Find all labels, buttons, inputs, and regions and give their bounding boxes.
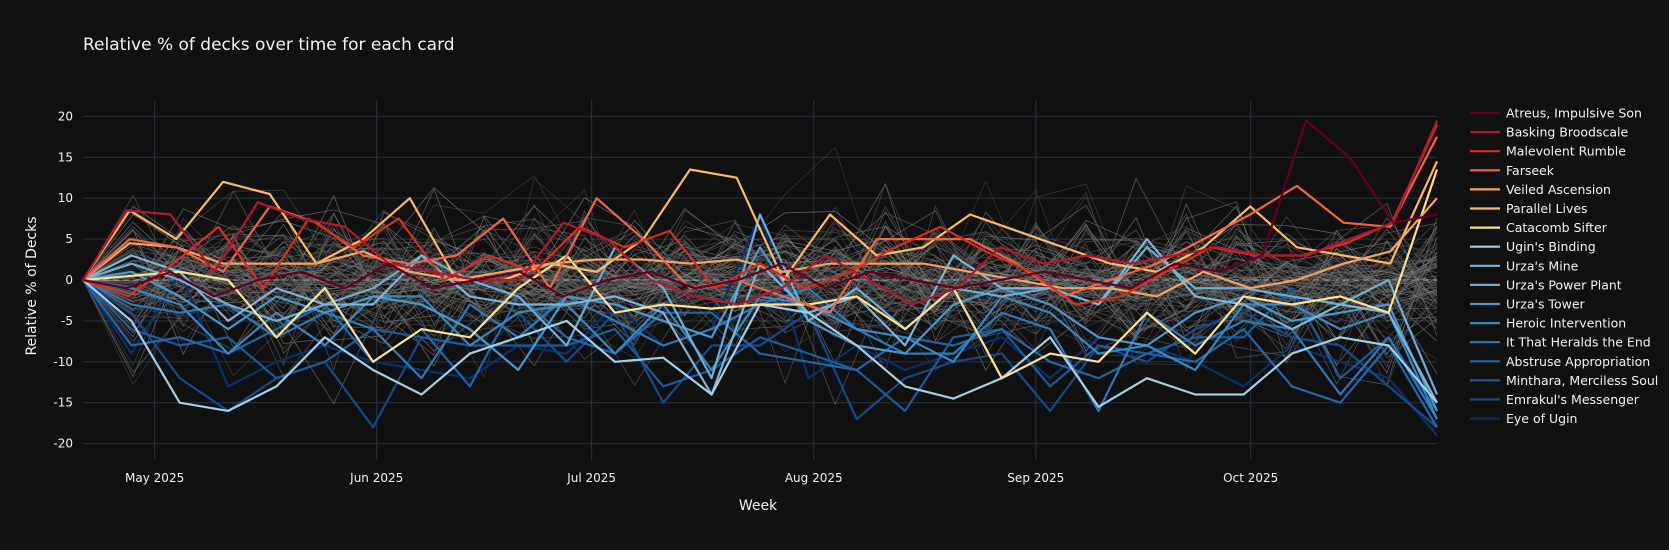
- x-axis-ticks: May 2025 Jun 2025 Jul 2025 Aug 2025 Sep 2025…: [125, 471, 1278, 485]
- background-series-line: [82, 228, 1438, 350]
- legend-item[interactable]: Urza's Tower: [1470, 297, 1586, 312]
- background-series-line: [82, 236, 1438, 340]
- background-series-line: [82, 215, 1438, 373]
- legend-label: Abstruse Appropriation: [1506, 354, 1650, 369]
- legend-label: Malevolent Rumble: [1506, 144, 1626, 159]
- x-axis-title: Week: [739, 498, 778, 514]
- y-tick-label: 10: [58, 191, 73, 205]
- background-series-line: [82, 194, 1438, 357]
- legend-label: Emrakul's Messenger: [1506, 392, 1640, 407]
- series-line-malevolent-rumble[interactable]: [82, 124, 1438, 306]
- y-tick-label: -5: [61, 314, 73, 328]
- series-line-abstruse-appropriation[interactable]: [82, 279, 1438, 428]
- legend-item[interactable]: Eye of Ugin: [1470, 411, 1577, 426]
- series-line-parallel-lives[interactable]: [82, 160, 1439, 282]
- legend-item[interactable]: Farseek: [1470, 163, 1555, 178]
- series-line-basking-broodscale[interactable]: [82, 120, 1439, 306]
- background-series-line: [82, 234, 1438, 385]
- legend-label: Catacomb Sifter: [1506, 220, 1608, 235]
- y-tick-label: 0: [65, 273, 73, 287]
- legend-item[interactable]: Emrakul's Messenger: [1470, 392, 1640, 407]
- background-series-line: [82, 209, 1438, 352]
- y-axis-title: Relative % of Decks: [24, 216, 40, 355]
- legend-item[interactable]: Veiled Ascension: [1470, 182, 1611, 197]
- legend-label: It That Heralds the End: [1506, 335, 1651, 350]
- legend-item[interactable]: Minthara, Merciless Soul: [1470, 373, 1658, 388]
- legend-label: Atreus, Impulsive Son: [1506, 106, 1642, 121]
- legend-item[interactable]: Basking Broodscale: [1470, 125, 1628, 140]
- series-lines: [82, 119, 1439, 437]
- legend-label: Urza's Tower: [1506, 297, 1586, 312]
- legend-label: Minthara, Merciless Soul: [1506, 373, 1658, 388]
- legend-item[interactable]: Heroic Intervention: [1470, 316, 1626, 331]
- legend-label: Parallel Lives: [1506, 201, 1588, 216]
- legend[interactable]: Atreus, Impulsive Son Basking Broodscale M…: [1470, 106, 1658, 427]
- legend-label: Urza's Power Plant: [1506, 277, 1622, 292]
- x-tick-label: Oct 2025: [1223, 471, 1278, 485]
- legend-item[interactable]: Malevolent Rumble: [1470, 144, 1626, 159]
- x-tick-label: May 2025: [125, 471, 184, 485]
- series-line-catacomb-sifter[interactable]: [82, 169, 1439, 380]
- legend-item[interactable]: Parallel Lives: [1470, 201, 1588, 216]
- legend-label: Veiled Ascension: [1506, 182, 1611, 197]
- background-series: [82, 146, 1438, 406]
- x-tick-label: Jul 2025: [566, 471, 616, 485]
- legend-label: Heroic Intervention: [1506, 316, 1626, 331]
- background-series-line: [82, 241, 1438, 310]
- background-series-line: [82, 201, 1438, 405]
- y-axis-ticks: 20 15 10 5 0 -5 -10 -15 -20: [53, 109, 73, 450]
- legend-item[interactable]: Urza's Power Plant: [1470, 277, 1622, 292]
- background-series-line: [82, 219, 1438, 356]
- background-series-line: [82, 226, 1438, 313]
- y-tick-label: 5: [65, 232, 73, 246]
- legend-label: Urza's Mine: [1506, 258, 1579, 273]
- x-tick-label: Jun 2025: [349, 471, 403, 485]
- legend-item[interactable]: Abstruse Appropriation: [1470, 354, 1650, 369]
- legend-label: Ugin's Binding: [1506, 239, 1596, 254]
- background-series-line: [82, 205, 1438, 379]
- legend-label: Eye of Ugin: [1506, 411, 1577, 426]
- legend-item[interactable]: It That Heralds the End: [1470, 335, 1651, 350]
- x-tick-label: Aug 2025: [785, 471, 843, 485]
- background-series-line: [82, 227, 1438, 322]
- x-tick-label: Sep 2025: [1007, 471, 1064, 485]
- y-tick-label: 15: [58, 150, 73, 164]
- series-line-urza-s-power-plant[interactable]: [82, 213, 1439, 395]
- series-line-veiled-ascension[interactable]: [82, 197, 1438, 298]
- legend-label: Basking Broodscale: [1506, 125, 1628, 140]
- y-tick-label: 20: [58, 109, 73, 123]
- legend-item[interactable]: Catacomb Sifter: [1470, 220, 1608, 235]
- y-tick-label: -15: [53, 396, 73, 410]
- y-tick-label: -20: [53, 437, 73, 451]
- legend-item[interactable]: Atreus, Impulsive Son: [1470, 106, 1642, 121]
- series-line-urza-s-tower[interactable]: [82, 246, 1439, 412]
- series-line-atreus-impulsive-son[interactable]: [82, 119, 1438, 298]
- legend-item[interactable]: Urza's Mine: [1470, 258, 1579, 273]
- legend-item[interactable]: Ugin's Binding: [1470, 239, 1596, 254]
- y-tick-label: -10: [53, 355, 73, 369]
- chart-title: Relative % of decks over time for each c…: [83, 35, 455, 55]
- legend-label: Farseek: [1506, 163, 1555, 178]
- background-series-line: [82, 190, 1438, 406]
